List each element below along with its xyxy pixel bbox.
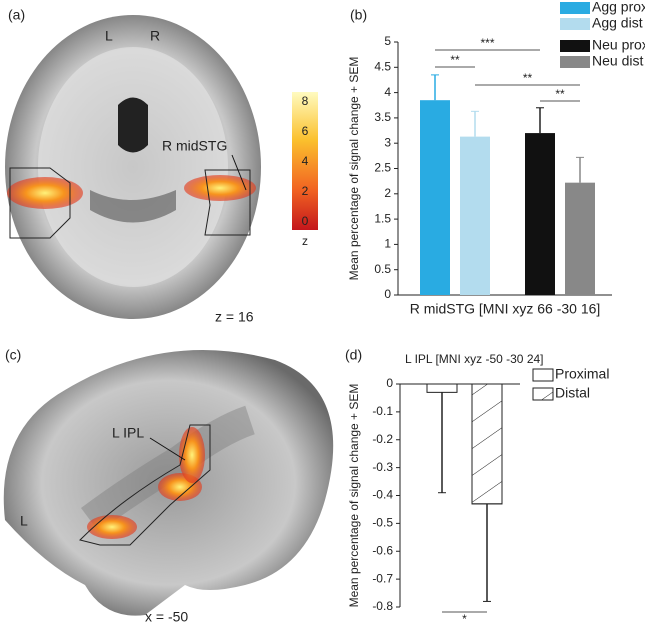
colorbar-tick: 8 [302, 94, 309, 108]
y-tick-label: -0.5 [372, 516, 393, 530]
y-tick-label: 2 [384, 186, 391, 200]
y-tick-label: 1 [384, 237, 391, 251]
y-tick-label: -0.2 [372, 432, 393, 446]
significance-label: ** [450, 53, 460, 67]
panel-label: (b) [350, 7, 367, 23]
colorbar-label: z [302, 234, 308, 248]
colorbar [292, 92, 318, 230]
slice-label: z = 16 [215, 309, 254, 325]
y-axis-label: Mean percentage of signal change + SEM [347, 57, 361, 281]
colorbar-tick: 0 [302, 214, 309, 228]
y-tick-label: 1.5 [374, 211, 391, 225]
y-tick-label: -0.6 [372, 543, 393, 557]
y-tick-label: 2.5 [374, 161, 391, 175]
legend-label: Neu dist [592, 53, 643, 69]
panel-label: (a) [8, 7, 25, 23]
y-tick-label: -0.4 [372, 488, 393, 502]
bar [460, 136, 490, 295]
legend-swatch [532, 387, 554, 401]
y-tick-label: 5 [384, 34, 391, 48]
activation-blob [7, 177, 83, 209]
ventricle [118, 97, 148, 153]
significance-label: ** [523, 71, 533, 85]
pointer-arrow [231, 154, 247, 191]
slice-label: x = -50 [145, 609, 188, 625]
legend-swatch [560, 18, 590, 30]
y-tick-label: -0.7 [372, 571, 393, 585]
y-tick-label: 0.5 [374, 262, 391, 276]
y-tick-label: 0 [384, 287, 391, 301]
y-tick-label: 4 [384, 85, 391, 99]
significance-label: *** [480, 36, 494, 50]
chart-title: L IPL [MNI xyz -50 -30 24] [405, 352, 544, 366]
activation-blob [87, 515, 137, 539]
y-tick-label: 3 [384, 135, 391, 149]
legend-swatch [560, 56, 590, 68]
colorbar-tick: 6 [302, 124, 309, 138]
activation-blob [184, 175, 256, 201]
bar [525, 133, 555, 295]
legend-label: Agg prox [592, 0, 645, 15]
y-tick-label: -0.1 [372, 404, 393, 418]
panel-c: (c) L IPL L x = -50 [3, 347, 334, 625]
legend-swatch [560, 2, 590, 14]
colorbar-tick: 4 [302, 154, 309, 168]
hemisphere-label: L [20, 513, 28, 529]
legend-swatch [532, 368, 554, 382]
legend-label: Agg dist [592, 15, 643, 31]
y-tick-label: -0.3 [372, 460, 393, 474]
bar [420, 100, 450, 295]
legend-swatch [560, 40, 590, 52]
y-tick-label: -0.8 [372, 599, 393, 613]
panel-label: (c) [5, 347, 21, 363]
x-axis-label: R midSTG [MNI xyz 66 -30 16] [410, 301, 601, 317]
legend-label: Proximal [555, 366, 609, 382]
hemisphere-label: L [105, 28, 113, 44]
region-label: L IPL [112, 425, 144, 441]
significance-label: ** [555, 87, 565, 101]
bar-hatch [471, 383, 503, 505]
region-label: R midSTG [162, 138, 227, 154]
legend-label: Distal [555, 385, 590, 401]
y-tick-label: 3.5 [374, 110, 391, 124]
y-tick-label: 0 [386, 376, 393, 390]
y-tick-label: 4.5 [374, 59, 391, 73]
significance-label: * [462, 612, 467, 626]
panel-a: (a) L R R midSTG z = 16 z [5, 5, 325, 325]
bar [565, 182, 595, 295]
hemisphere-label: R [150, 28, 160, 44]
panel-label: (d) [345, 347, 362, 363]
legend-label: Neu prox [592, 37, 645, 53]
pointer-arrow [149, 437, 186, 461]
y-axis-label: Mean percentage of signal change + SEM [347, 384, 361, 608]
colorbar-tick: 2 [302, 184, 309, 198]
bar [426, 383, 458, 393]
